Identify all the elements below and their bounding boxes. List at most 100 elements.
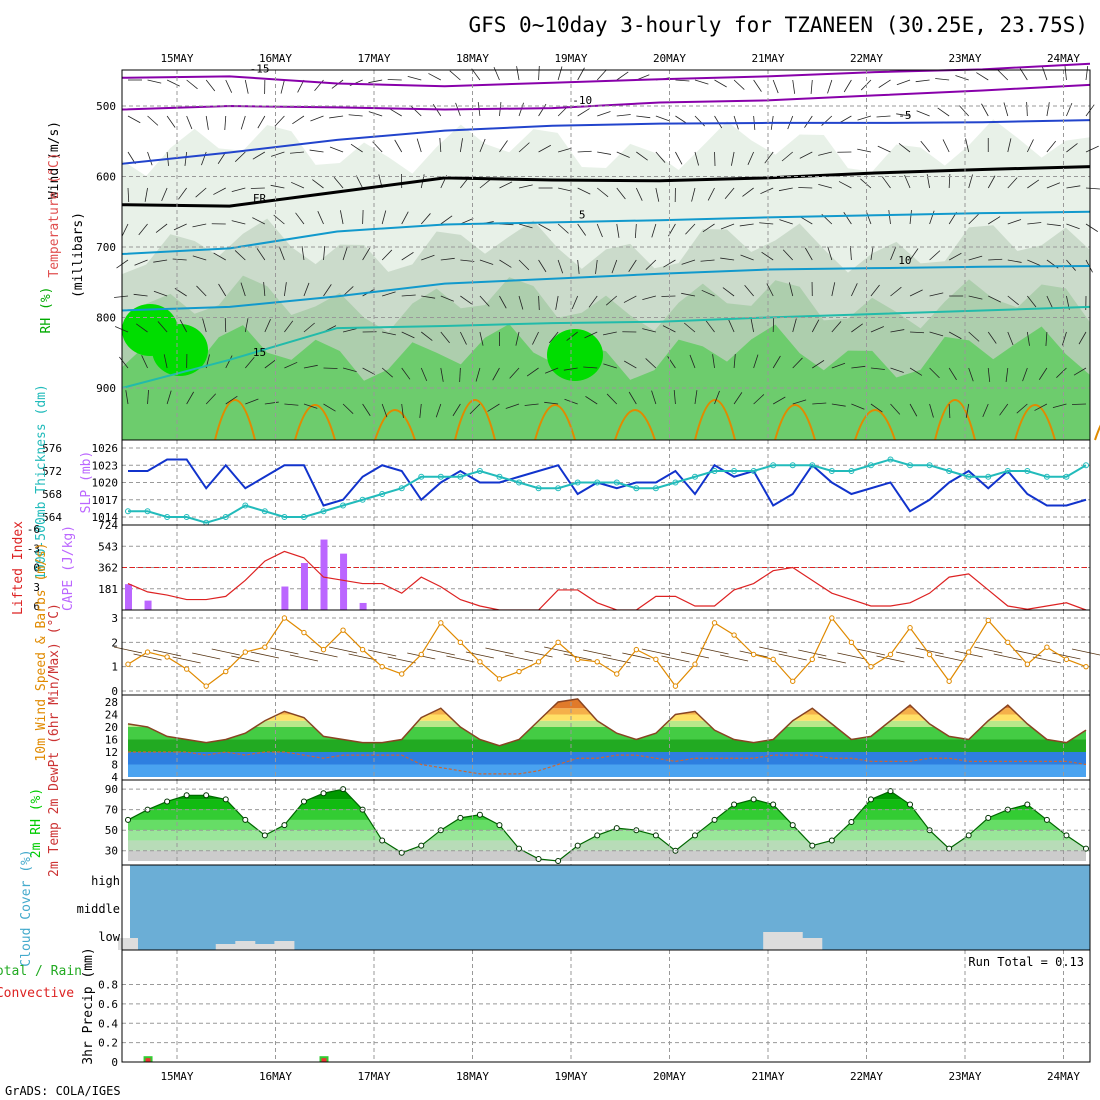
wind-marker [887, 651, 894, 658]
wind-barb [851, 323, 863, 333]
cape-tick: 543 [98, 540, 118, 553]
surface-wind-barb [993, 653, 1022, 661]
rh-marker [1024, 801, 1031, 808]
precip-tick: 0.4 [98, 1017, 118, 1030]
precip-conv-bar [321, 1058, 327, 1062]
wind-barb [804, 247, 813, 261]
wind-barb [317, 211, 324, 225]
temp-band [128, 764, 1086, 777]
wind-barb [705, 320, 715, 333]
wind-barb [382, 291, 396, 297]
wind-barb [459, 138, 463, 153]
wind-barb [997, 69, 1009, 81]
wind-barb [135, 323, 148, 333]
surface-wind-barb [446, 655, 475, 663]
thickness-marker [691, 473, 698, 480]
wind-barb [987, 175, 996, 189]
surface-wind-barb [1013, 649, 1042, 657]
wind-barb [700, 259, 715, 262]
rh-marker [907, 801, 914, 808]
wind-barb [213, 252, 226, 261]
thickness-marker [633, 485, 640, 492]
wind-barb [988, 216, 1001, 225]
wind-barb [312, 179, 324, 189]
wind-marker [1063, 656, 1070, 663]
rh-marker [418, 842, 425, 849]
wind-barb [635, 187, 643, 201]
wind-barb [605, 295, 618, 306]
isotherm--15 [121, 62, 1091, 88]
temp-tick: 4 [111, 771, 118, 784]
wind-barb [937, 107, 950, 117]
wind-barb [147, 390, 149, 405]
cape-bar [281, 586, 289, 610]
thickness-marker [1004, 468, 1011, 474]
wind-barb [339, 210, 344, 225]
wind-barb [244, 79, 249, 94]
wind-barb [942, 139, 950, 153]
thickness-marker [555, 485, 562, 492]
bottom-day-label: 16MAY [259, 1070, 292, 1083]
wind-marker [535, 659, 542, 665]
wind-barb [166, 390, 172, 405]
wind-barb [1003, 102, 1009, 117]
wind-barb [440, 215, 453, 225]
rh-tick: 90 [105, 783, 118, 796]
wind-barb [147, 151, 153, 166]
wind-barb [982, 403, 989, 418]
temperature-side-label: Temperature (°C) [47, 152, 62, 277]
top-day-label: 21MAY [751, 52, 784, 65]
convective-contour [294, 404, 336, 441]
bottom-day-label: 24MAY [1047, 1070, 1080, 1083]
wind-barb [603, 363, 617, 369]
temp-tick: 20 [105, 721, 118, 734]
wind-barb [722, 287, 735, 297]
rh-marker [183, 792, 190, 799]
wind-barb [1007, 138, 1012, 153]
wind-side-label: Wind (m/s) [47, 121, 62, 199]
temp-tick: 8 [111, 759, 118, 772]
lifted-index-label: Lifted Index [11, 521, 26, 615]
wind-marker [164, 654, 170, 660]
wind-barb [831, 362, 846, 369]
wind-barb [1045, 331, 1048, 346]
wind-marker [926, 651, 933, 658]
wind-barb [301, 246, 305, 261]
wind-barb [681, 259, 696, 265]
bottom-day-label: 20MAY [653, 1070, 686, 1083]
wind-barb [459, 367, 461, 383]
wind-barb [270, 151, 285, 157]
wind-barb [557, 66, 563, 81]
wind-barb [636, 151, 648, 161]
wind-barb [624, 360, 637, 369]
wind-barb [597, 151, 612, 155]
wind-barb [420, 213, 431, 225]
wind-barb [245, 398, 259, 405]
surface-wind-barb [1071, 648, 1100, 656]
wind-barb [563, 367, 578, 371]
thickness-marker [770, 462, 777, 469]
wind-barb [138, 223, 148, 236]
wind-barb [628, 391, 637, 405]
convective-contour [774, 404, 816, 441]
wind-barb [987, 367, 991, 382]
wind-barb [303, 282, 310, 297]
top-day-label: 19MAY [554, 52, 587, 65]
wind-marker [1005, 639, 1011, 646]
wind-barb [781, 151, 793, 162]
rh-marker [750, 796, 757, 803]
wind-barb [948, 331, 962, 340]
cape-bar [144, 600, 152, 610]
wind-barb [645, 358, 657, 369]
surface-wind-barb [876, 655, 905, 663]
wind-barb [440, 367, 444, 382]
wind-barb [1041, 66, 1048, 81]
surface-wind-barb [719, 654, 749, 662]
wind-barb [870, 326, 884, 333]
bottom-day-label: 17MAY [357, 1070, 390, 1083]
low-cloud-bar [763, 932, 784, 950]
wind-barb [342, 367, 357, 373]
thickness-tick: 576 [42, 442, 62, 455]
cape-bar [125, 584, 132, 610]
wind-barb [616, 71, 629, 81]
